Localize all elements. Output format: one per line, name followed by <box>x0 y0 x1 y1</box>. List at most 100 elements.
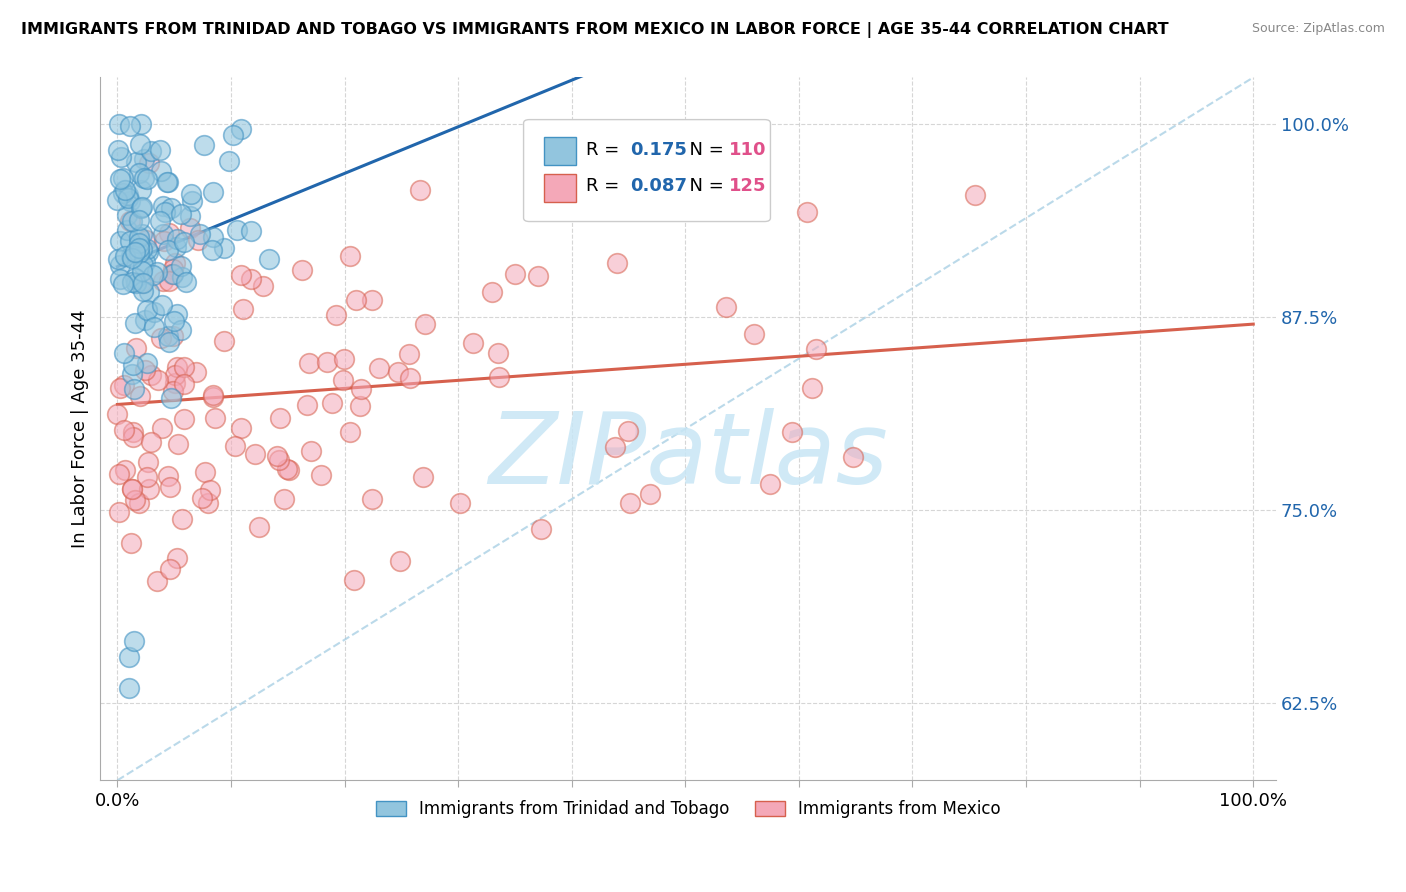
Point <box>138 482 160 496</box>
Point <box>266 449 288 463</box>
Point <box>332 373 354 387</box>
Point <box>252 278 274 293</box>
Point <box>225 222 247 236</box>
Point <box>247 520 270 534</box>
Point <box>162 267 184 281</box>
Text: 0.175: 0.175 <box>630 141 688 159</box>
Point <box>167 437 190 451</box>
Point <box>316 355 339 369</box>
Point <box>135 243 157 257</box>
Legend: Immigrants from Trinidad and Tobago, Immigrants from Mexico: Immigrants from Trinidad and Tobago, Imm… <box>370 793 1007 825</box>
Point <box>108 380 131 394</box>
Point <box>150 298 173 312</box>
Point <box>806 342 828 356</box>
Point <box>157 226 180 240</box>
Point <box>179 220 201 235</box>
Point <box>204 411 226 425</box>
Point <box>162 384 184 399</box>
Point <box>118 194 141 208</box>
Point <box>152 199 174 213</box>
Point <box>118 681 141 695</box>
Point <box>398 347 420 361</box>
Point <box>124 634 146 648</box>
Point <box>142 268 165 282</box>
Point <box>350 382 373 396</box>
Point <box>134 153 156 167</box>
Point <box>162 328 184 343</box>
Point <box>361 293 384 307</box>
Point <box>129 202 152 216</box>
FancyBboxPatch shape <box>544 174 576 202</box>
Point <box>229 122 252 136</box>
Point <box>486 345 509 359</box>
Point <box>110 150 132 164</box>
Point <box>128 246 150 260</box>
Point <box>136 455 159 469</box>
Point <box>449 496 471 510</box>
Point <box>361 492 384 507</box>
Point <box>339 249 361 263</box>
Point <box>121 482 143 496</box>
Y-axis label: In Labor Force | Age 35-44: In Labor Force | Age 35-44 <box>72 310 89 549</box>
Point <box>298 356 321 370</box>
Point <box>134 313 156 327</box>
Point <box>169 323 191 337</box>
Point <box>200 243 222 257</box>
Point <box>141 145 163 159</box>
Point <box>201 390 224 404</box>
Point <box>121 430 143 444</box>
Point <box>162 261 184 276</box>
Point <box>121 213 143 227</box>
Point <box>603 440 626 454</box>
Point <box>165 240 187 254</box>
Text: ZIPatlas: ZIPatlas <box>488 409 889 506</box>
Point <box>135 172 157 186</box>
Point <box>153 234 176 248</box>
Point <box>170 207 193 221</box>
Point <box>159 275 181 289</box>
FancyBboxPatch shape <box>544 137 576 165</box>
Point <box>527 269 550 284</box>
Point <box>156 328 179 343</box>
Point <box>299 444 322 458</box>
Point <box>118 649 141 664</box>
Point <box>193 138 215 153</box>
Point <box>291 262 314 277</box>
Point <box>136 245 159 260</box>
Point <box>131 183 153 197</box>
Point <box>152 274 174 288</box>
Point <box>170 259 193 273</box>
Point <box>218 153 240 168</box>
Point <box>197 496 219 510</box>
Point <box>240 272 263 286</box>
Point <box>173 376 195 391</box>
Point <box>269 411 291 425</box>
Point <box>619 496 641 510</box>
Point <box>184 365 207 379</box>
Text: IMMIGRANTS FROM TRINIDAD AND TOBAGO VS IMMIGRANTS FROM MEXICO IN LABOR FORCE | A: IMMIGRANTS FROM TRINIDAD AND TOBAGO VS I… <box>21 22 1168 38</box>
Point <box>115 208 138 222</box>
Point <box>742 326 765 341</box>
Point <box>160 268 183 282</box>
Point <box>120 119 142 133</box>
Point <box>159 561 181 575</box>
Point <box>796 204 818 219</box>
Point <box>131 117 153 131</box>
Point <box>325 308 347 322</box>
Point <box>121 275 143 289</box>
Point <box>128 235 150 250</box>
Point <box>149 214 172 228</box>
Point <box>278 463 301 477</box>
Point <box>780 425 803 439</box>
Point <box>125 276 148 290</box>
Text: 110: 110 <box>730 141 766 159</box>
Point <box>212 334 235 348</box>
Point <box>107 252 129 267</box>
Text: N =: N = <box>678 141 730 159</box>
Point <box>128 212 150 227</box>
Point <box>166 551 188 566</box>
Point <box>188 227 211 242</box>
Text: 0.087: 0.087 <box>630 178 688 195</box>
Point <box>108 117 131 131</box>
Point <box>343 573 366 587</box>
